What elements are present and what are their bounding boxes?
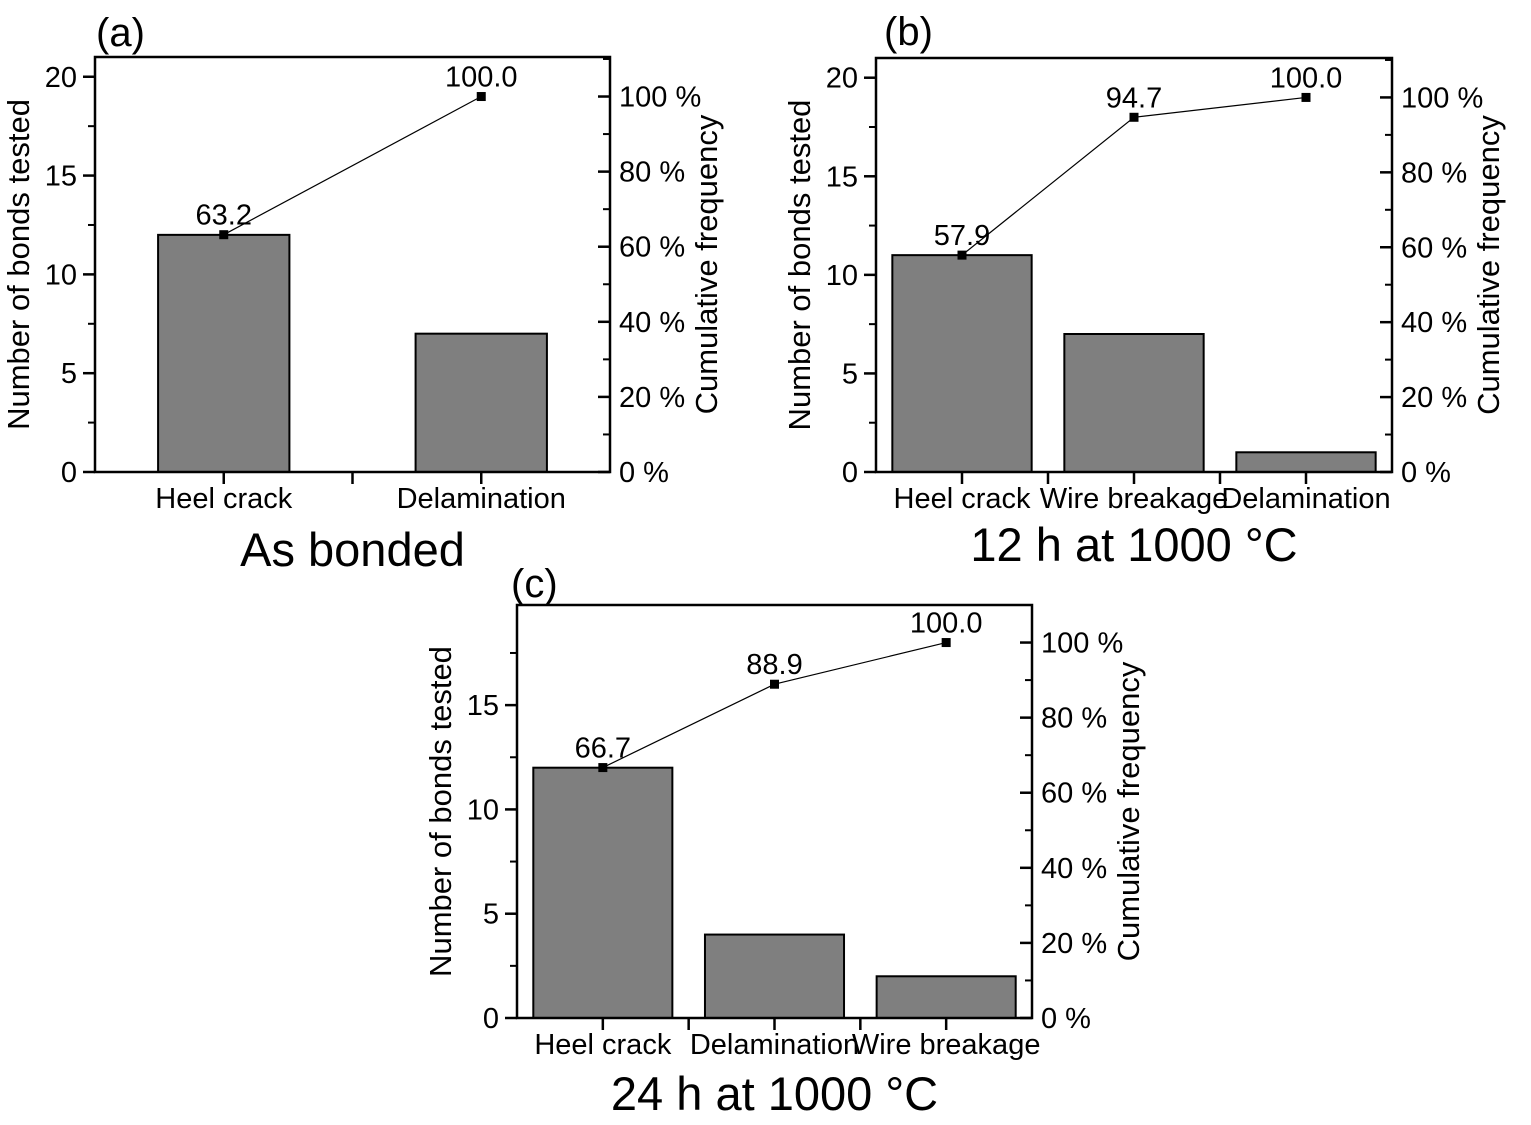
y-right-tick-label: 20 % bbox=[619, 382, 685, 414]
cumulative-marker bbox=[1129, 112, 1139, 122]
y-left-tick-label: 15 bbox=[45, 161, 77, 193]
cumulative-point-label: 94.7 bbox=[1106, 82, 1162, 114]
x-tick-label: Delamination bbox=[397, 483, 566, 515]
bar-Heel crack bbox=[157, 233, 291, 473]
y-left-axis-title: Number of bonds tested bbox=[782, 100, 817, 431]
y-left-tick-label: 10 bbox=[45, 259, 77, 291]
y-right-axis-title: Cumulative frequency bbox=[689, 114, 724, 414]
y-left-axis-title: Number of bonds tested bbox=[423, 646, 458, 977]
x-tick-label: Heel crack bbox=[155, 483, 292, 515]
y-left-tick-label: 15 bbox=[467, 690, 499, 722]
y-right-tick-label: 20 % bbox=[1041, 928, 1107, 960]
y-left-axis-title: Number of bonds tested bbox=[1, 99, 36, 430]
y-right-tick-label: 80 % bbox=[619, 157, 685, 189]
bar-Heel crack bbox=[891, 254, 1033, 473]
y-left-tick-label: 10 bbox=[826, 260, 858, 292]
panel-a: (a) 0 5 10 15 20 0 % 20 % 40 % 60 % 80 % 100 % Heel … bbox=[1, 11, 724, 576]
y-right-axis-title: Cumulative frequency bbox=[1471, 115, 1506, 415]
cumulative-marker bbox=[770, 679, 779, 689]
y-right-axis-title: Cumulative frequency bbox=[1111, 661, 1146, 961]
y-right-tick-label: 60 % bbox=[1401, 232, 1467, 264]
cumulative-point-label: 63.2 bbox=[196, 200, 252, 232]
cumulative-marker bbox=[1301, 92, 1311, 102]
panel-title: As bonded bbox=[240, 523, 465, 576]
y-left-tick-label: 10 bbox=[467, 794, 499, 826]
bar-Wire breakage bbox=[875, 975, 1017, 1020]
cumulative-point-label: 66.7 bbox=[575, 733, 631, 765]
y-right-tick-label: 60 % bbox=[1041, 778, 1107, 810]
y-right-tick-label: 80 % bbox=[1401, 157, 1467, 189]
x-tick-label: Heel crack bbox=[894, 483, 1031, 515]
y-right-tick-label: 40 % bbox=[1401, 307, 1467, 339]
y-right-tick-label: 60 % bbox=[619, 232, 685, 264]
y-left-tick-label: 0 bbox=[61, 457, 77, 489]
cumulative-point-label: 57.9 bbox=[934, 220, 990, 252]
y-left-tick-label: 0 bbox=[842, 457, 858, 489]
x-tick-label: Wire breakage bbox=[852, 1029, 1041, 1061]
y-right-tick-label: 100 % bbox=[619, 82, 701, 114]
x-tick-label: Wire breakage bbox=[1040, 483, 1229, 515]
panel-title: 12 h at 1000 °C bbox=[970, 518, 1297, 571]
cumulative-point-label: 100.0 bbox=[445, 62, 518, 94]
panel-c: (c) 0 5 10 15 0 % 20 % 40 % 60 % 80 % 100 % Heel cr… bbox=[423, 562, 1146, 1120]
y-left-tick-label: 20 bbox=[826, 63, 858, 95]
cumulative-marker bbox=[957, 250, 967, 260]
cumulative-line bbox=[223, 95, 482, 236]
y-right-tick-label: 100 % bbox=[1401, 82, 1483, 114]
y-left-tick-label: 5 bbox=[61, 358, 77, 390]
panel-title: 24 h at 1000 °C bbox=[611, 1067, 938, 1120]
y-right-tick-label: 80 % bbox=[1041, 703, 1107, 735]
x-tick-label: Delamination bbox=[690, 1029, 859, 1061]
cumulative-point-label: 100.0 bbox=[910, 608, 983, 640]
cumulative-marker bbox=[219, 230, 229, 240]
y-left-tick-label: 0 bbox=[483, 1003, 499, 1035]
y-left-tick-label: 5 bbox=[842, 358, 858, 390]
y-left-tick-label: 15 bbox=[826, 161, 858, 193]
x-tick-label: Delamination bbox=[1221, 483, 1390, 515]
y-right-tick-label: 40 % bbox=[1041, 853, 1107, 885]
y-right-tick-label: 40 % bbox=[619, 307, 685, 339]
bar-Wire breakage bbox=[1063, 333, 1205, 473]
panel-b: (b) 0 5 10 15 20 0 % 20 % 40 % 60 % 80 % 100 % Heel … bbox=[782, 10, 1506, 571]
y-right-tick-label: 20 % bbox=[1401, 382, 1467, 414]
panel-letter: (a) bbox=[96, 11, 145, 55]
cumulative-point-label: 100.0 bbox=[1270, 62, 1343, 94]
y-right-tick-label: 100 % bbox=[1041, 628, 1123, 660]
y-left-tick-label: 20 bbox=[45, 62, 77, 94]
bar-Heel crack bbox=[532, 766, 674, 1019]
cumulative-point-label: 88.9 bbox=[746, 649, 802, 681]
panel-letter: (c) bbox=[511, 562, 558, 606]
panel-letter: (b) bbox=[884, 10, 933, 54]
y-right-tick-label: 0 % bbox=[1041, 1003, 1091, 1035]
y-left-tick-label: 5 bbox=[483, 899, 499, 931]
x-tick-label: Heel crack bbox=[534, 1029, 671, 1061]
bar-Delamination bbox=[703, 933, 846, 1020]
cumulative-marker bbox=[598, 763, 608, 773]
cumulative-marker bbox=[476, 92, 486, 102]
bar-Delamination bbox=[414, 332, 548, 473]
y-right-tick-label: 0 % bbox=[1401, 457, 1451, 489]
cumulative-marker bbox=[941, 638, 951, 648]
bar-Delamination bbox=[1235, 451, 1377, 473]
y-right-tick-label: 0 % bbox=[619, 457, 669, 489]
